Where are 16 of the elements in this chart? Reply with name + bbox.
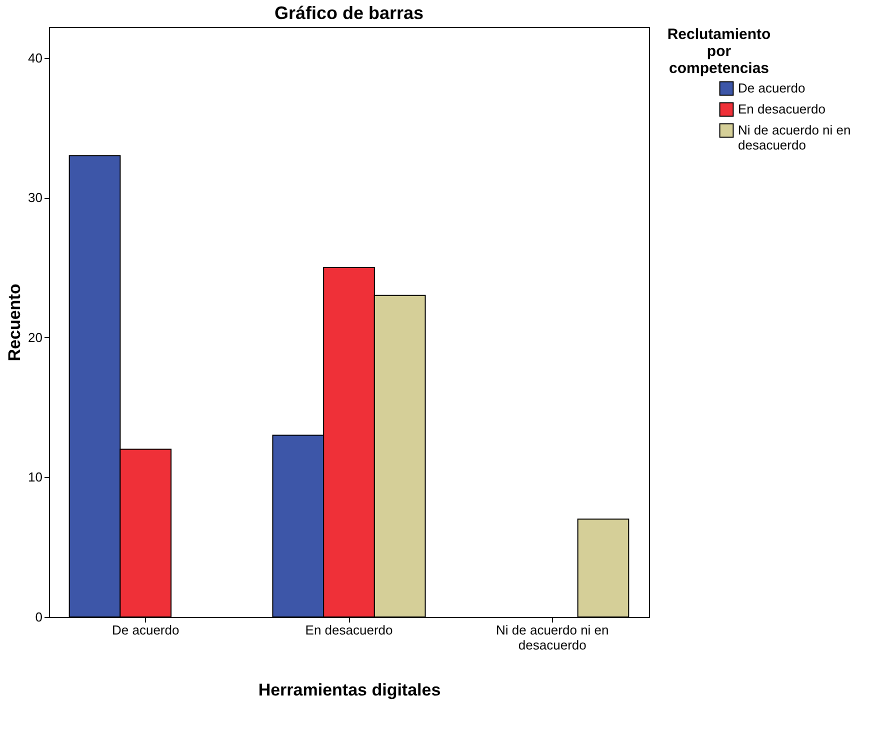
chart-title: Gráfico de barras (274, 3, 424, 23)
legend-label: Ni de acuerdo ni en desacuerdo (738, 122, 851, 152)
bar (577, 518, 630, 618)
y-tick-label: 20 (28, 330, 42, 345)
x-axis-title: Herramientas digitales (258, 680, 441, 700)
y-tick-label: 30 (28, 190, 42, 206)
y-tick-label: 10 (28, 470, 42, 485)
legend-label: En desacuerdo (738, 102, 826, 116)
x-tick-label: De acuerdo (112, 622, 180, 638)
x-tick-label: Ni de acuerdo ni en desacuerdo (496, 622, 609, 652)
y-tick-label: 0 (35, 610, 42, 624)
y-axis-title: Recuento (5, 284, 24, 362)
legend-title: Reclutamiento por competencias (667, 26, 771, 77)
y-tick-label: 40 (28, 50, 42, 66)
legend-label: De acuerdo (738, 80, 806, 96)
x-tick-label: En desacuerdo (305, 622, 393, 638)
